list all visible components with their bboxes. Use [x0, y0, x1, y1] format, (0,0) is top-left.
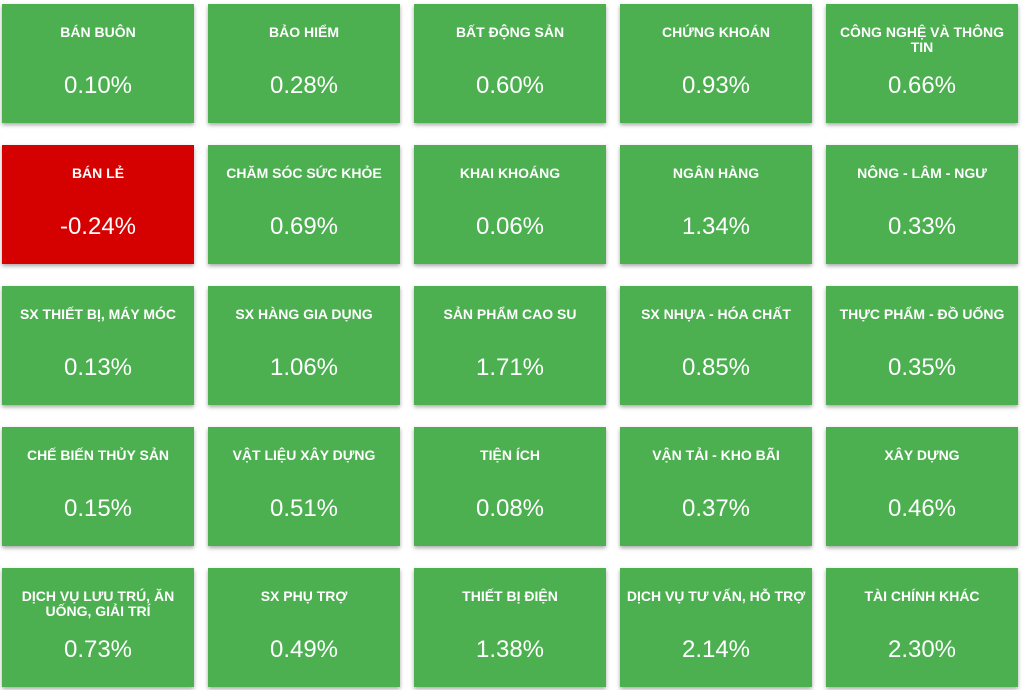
sector-change: 0.49% — [269, 636, 339, 663]
sector-change: 0.15% — [63, 495, 133, 522]
sector-change: 1.38% — [475, 636, 545, 663]
sector-change: 1.71% — [475, 354, 545, 381]
sector-change: 2.30% — [887, 636, 957, 663]
sector-name: BÁN BUÔN — [60, 24, 136, 40]
sector-tile[interactable]: BẢO HIỂM 0.28% — [208, 4, 400, 123]
sector-tile[interactable]: XÂY DỰNG 0.46% — [826, 427, 1018, 546]
sector-tile[interactable]: BẤT ĐỘNG SẢN 0.60% — [414, 4, 606, 123]
sector-change: 1.06% — [269, 354, 339, 381]
sector-tile[interactable]: CÔNG NGHỆ VÀ THÔNG TIN 0.66% — [826, 4, 1018, 123]
sector-name: THỰC PHẨM - ĐỒ UỐNG — [839, 306, 1005, 322]
sector-change: 0.10% — [63, 72, 133, 99]
sector-change: 0.85% — [681, 354, 751, 381]
sector-tile[interactable]: TIỆN ÍCH 0.08% — [414, 427, 606, 546]
sector-name: NGÂN HÀNG — [672, 165, 760, 181]
sector-tile[interactable]: NÔNG - LÂM - NGƯ 0.33% — [826, 145, 1018, 264]
sector-change: 0.73% — [63, 636, 133, 663]
sector-tile[interactable]: VẬT LIỆU XÂY DỰNG 0.51% — [208, 427, 400, 546]
sector-name: BÁN LẺ — [71, 165, 125, 181]
sector-tile[interactable]: CHỨNG KHOÁN 0.93% — [620, 4, 812, 123]
sector-tile[interactable]: BÁN LẺ -0.24% — [2, 145, 194, 264]
sector-change: 0.60% — [475, 72, 545, 99]
sector-name: TIỆN ÍCH — [480, 447, 540, 463]
sector-change: 0.35% — [887, 354, 957, 381]
sector-tile[interactable]: CHẾ BIẾN THỦY SẢN 0.15% — [2, 427, 194, 546]
sector-name: SX HÀNG GIA DỤNG — [235, 306, 373, 322]
sector-change: 0.69% — [269, 213, 339, 240]
sector-tile[interactable]: DỊCH VỤ LƯU TRÚ, ĂN UỐNG, GIẢI TRÍ 0.73% — [2, 568, 194, 687]
sector-tile[interactable]: NGÂN HÀNG 1.34% — [620, 145, 812, 264]
sector-tile[interactable]: CHĂM SÓC SỨC KHỎE 0.69% — [208, 145, 400, 264]
sector-name: SẢN PHẨM CAO SU — [443, 306, 577, 322]
sector-change: 0.13% — [63, 354, 133, 381]
sector-change: 0.93% — [681, 72, 751, 99]
sector-change: 0.51% — [269, 495, 339, 522]
sector-name: DỊCH VỤ TƯ VẤN, HỖ TRỢ — [626, 588, 806, 604]
sector-change: 0.08% — [475, 495, 545, 522]
sector-tile[interactable]: THIẾT BỊ ĐIỆN 1.38% — [414, 568, 606, 687]
sector-name: BẢO HIỂM — [269, 24, 339, 40]
sector-tile[interactable]: DỊCH VỤ TƯ VẤN, HỖ TRỢ 2.14% — [620, 568, 812, 687]
sector-name: KHAI KHOÁNG — [459, 165, 561, 181]
sector-change: 0.37% — [681, 495, 751, 522]
sector-name: CHẾ BIẾN THỦY SẢN — [26, 447, 170, 463]
sector-tile[interactable]: BÁN BUÔN 0.10% — [2, 4, 194, 123]
sector-tile[interactable]: SX THIẾT BỊ, MÁY MÓC 0.13% — [2, 286, 194, 405]
sector-name: TÀI CHÍNH KHÁC — [864, 588, 980, 604]
sector-tile[interactable]: SX NHỰA - HÓA CHẤT 0.85% — [620, 286, 812, 405]
sector-tile[interactable]: KHAI KHOÁNG 0.06% — [414, 145, 606, 264]
sector-change: 0.33% — [887, 213, 957, 240]
sector-change: 0.28% — [269, 72, 339, 99]
sector-name: CÔNG NGHỆ VÀ THÔNG TIN — [839, 24, 1005, 55]
sector-name: SX THIẾT BỊ, MÁY MÓC — [19, 306, 177, 322]
sector-name: SX PHỤ TRỢ — [260, 588, 348, 604]
sector-name: THIẾT BỊ ĐIỆN — [462, 588, 558, 604]
sector-name: CHỨNG KHOÁN — [661, 24, 771, 40]
sector-change: 1.34% — [681, 213, 751, 240]
sector-tile[interactable]: SẢN PHẨM CAO SU 1.71% — [414, 286, 606, 405]
sector-change: 0.06% — [475, 213, 545, 240]
sector-tile[interactable]: SX HÀNG GIA DỤNG 1.06% — [208, 286, 400, 405]
sector-name: BẤT ĐỘNG SẢN — [455, 24, 565, 40]
sector-tile[interactable]: THỰC PHẨM - ĐỒ UỐNG 0.35% — [826, 286, 1018, 405]
sector-name: XÂY DỰNG — [884, 447, 960, 463]
sector-name: VẬT LIỆU XÂY DỰNG — [232, 447, 376, 463]
sector-name: VẬN TẢI - KHO BÃI — [652, 447, 780, 463]
sector-tile[interactable]: TÀI CHÍNH KHÁC 2.30% — [826, 568, 1018, 687]
sector-change: 0.46% — [887, 495, 957, 522]
sector-tile[interactable]: VẬN TẢI - KHO BÃI 0.37% — [620, 427, 812, 546]
sector-name: CHĂM SÓC SỨC KHỎE — [226, 165, 382, 181]
sector-name: SX NHỰA - HÓA CHẤT — [641, 306, 791, 322]
sector-change: 0.66% — [887, 72, 957, 99]
sector-name: NÔNG - LÂM - NGƯ — [857, 165, 987, 181]
sector-change: 2.14% — [681, 636, 751, 663]
sector-name: DỊCH VỤ LƯU TRÚ, ĂN UỐNG, GIẢI TRÍ — [21, 588, 175, 619]
sector-change: -0.24% — [59, 213, 137, 240]
sector-tile[interactable]: SX PHỤ TRỢ 0.49% — [208, 568, 400, 687]
